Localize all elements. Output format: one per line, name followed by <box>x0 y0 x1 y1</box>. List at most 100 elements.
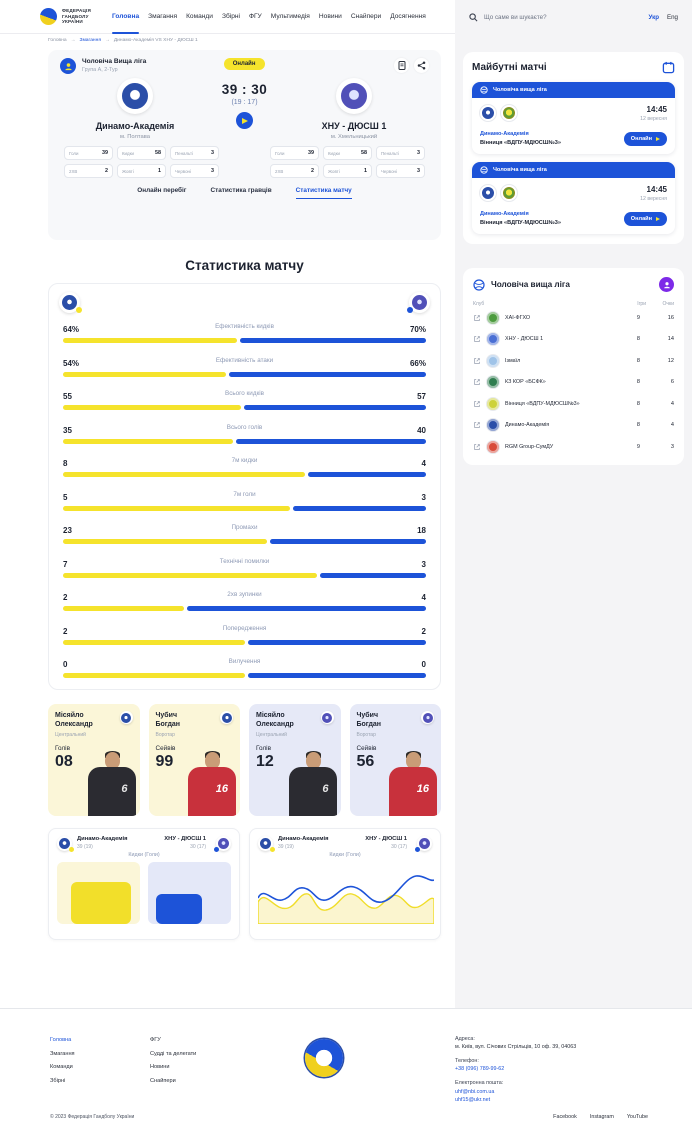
footer-link-national[interactable]: Збірні <box>50 1077 66 1084</box>
footer-link-fgu[interactable]: ФГУ <box>150 1037 161 1043</box>
upcoming-title: Майбутні матчі <box>472 62 547 73</box>
player-position: Центральний <box>55 732 86 739</box>
upcoming-team1[interactable]: Динамо-Академія <box>480 211 529 217</box>
chip-red-away: Червоні 3 <box>376 164 425 178</box>
protocol-button[interactable] <box>394 58 409 73</box>
footer-link-teams[interactable]: Команди <box>50 1064 73 1070</box>
handball-icon <box>480 86 488 94</box>
email-2[interactable]: uhf15@ukr.net <box>455 1096 491 1103</box>
nav-multimedia[interactable]: Мультимедія <box>270 13 310 20</box>
nav-competitions[interactable]: Змагання <box>148 13 178 20</box>
club-logo <box>487 419 499 432</box>
stat-row-technical-errors: 7 Технічні помилки 3 <box>63 558 426 578</box>
standings-row-5[interactable]: Вінниця «ВДПУ-МДЮСШ№3» 8 4 <box>473 393 674 415</box>
player-card-away-goalkeeper[interactable]: Чубич Богдан Воротар Сейвів 56 16 <box>349 704 441 816</box>
tab-match-stats[interactable]: Статистика матчу <box>295 187 352 199</box>
nav-home[interactable]: Головна <box>112 0 140 34</box>
footer-link-referees[interactable]: Судді та делегати <box>150 1050 197 1057</box>
player-card-home-field[interactable]: Місяйло Олександр Центральний Голів 08 6 <box>48 704 140 816</box>
external-link-icon[interactable] <box>473 421 481 429</box>
chart-header: Динамо-Академія 39 (19) ХНУ - ДЮСШ 1 30 (1… <box>258 836 432 852</box>
footer-nav-col1: Головна Змагання Команди Збірні <box>50 1037 75 1084</box>
email-1[interactable]: uhf@nbi.com.ua <box>455 1088 495 1095</box>
tab-online-feed[interactable]: Онлайн перебіг <box>137 187 187 194</box>
vinnytsia-logo <box>501 185 517 201</box>
chip-goals-home: Голи 39 <box>64 146 113 160</box>
facebook-link[interactable]: Facebook <box>553 1114 577 1120</box>
footer-link-news[interactable]: Новини <box>150 1064 170 1070</box>
breadcrumb-home[interactable]: Головна <box>48 38 67 43</box>
footer-link-home[interactable]: Головна <box>50 1037 72 1043</box>
external-link-icon[interactable] <box>473 400 481 408</box>
lang-ukr[interactable]: Укр <box>648 13 659 21</box>
phone-value[interactable]: +38 (096) 789-99-62 <box>455 1066 505 1073</box>
standings-row-4[interactable]: КЗ КОР «БСФК» 8 6 <box>473 372 674 394</box>
footer-link-snipers[interactable]: Снайпери <box>150 1077 176 1084</box>
player-team-logo <box>220 711 233 724</box>
shots-bar-chart-card: Динамо-Академія 39 (19) ХНУ - ДЮСШ 1 30 (1… <box>48 828 240 940</box>
chip-yellow-away: Жовті 1 <box>323 164 372 178</box>
play-icon <box>242 117 248 124</box>
upcoming-team2[interactable]: Вінниця «ВДПУ-МДЮСШ№3» <box>480 220 561 226</box>
player-card-home-goalkeeper[interactable]: Чубич Богдан Воротар Сейвів 99 16 <box>148 704 240 816</box>
player-card-away-field[interactable]: Місяйло Олександр Центральний Голів 12 6 <box>249 704 341 816</box>
upcoming-team1[interactable]: Динамо-Академія <box>480 131 529 137</box>
nav-fgu[interactable]: ФГУ <box>248 13 262 20</box>
share-button[interactable] <box>414 58 429 73</box>
player-photo: 6 <box>287 751 339 816</box>
footer-federation-logo <box>305 1039 343 1077</box>
player-position: Центральний <box>256 732 287 739</box>
upcoming-league: Чоловіча вища ліга <box>493 167 547 173</box>
external-link-icon[interactable] <box>473 357 481 365</box>
breadcrumb-competitions[interactable]: Змагання <box>79 38 101 43</box>
team-stat-chips: Голи 39 Кидки 58 Пенальті 3 2ХВ 2 Жовті 1 Чер… <box>60 146 429 178</box>
match-date: 12 вересня <box>640 196 667 202</box>
chart-label: Кидки (Голи) <box>128 852 160 858</box>
nav-teams[interactable]: Команди <box>186 13 213 20</box>
calendar-icon[interactable] <box>662 61 675 74</box>
external-link-icon[interactable] <box>473 314 481 322</box>
standings-row-7[interactable]: RGM Group-СумДУ 9 3 <box>473 436 674 458</box>
external-link-icon[interactable] <box>473 335 481 343</box>
stat-rows: 64% Ефективність кидків 70% 54% Ефективніст… <box>63 323 426 678</box>
line-chart-svg <box>258 875 434 924</box>
nav-snipers[interactable]: Снайпери <box>350 13 382 20</box>
breadcrumb-separator: → <box>104 38 110 43</box>
halftime-score: (19 : 17) <box>231 99 258 106</box>
external-link-icon[interactable] <box>473 443 481 451</box>
youtube-link[interactable]: YouTube <box>626 1114 648 1120</box>
tab-player-stats[interactable]: Статистика гравців <box>210 187 272 194</box>
search-input[interactable] <box>484 13 643 21</box>
address-value: м. Київ, вул. Січових Стрільців, 10 оф. … <box>455 1044 577 1051</box>
standings-row-1[interactable]: ХАІ-ФГХО 9 16 <box>473 307 674 329</box>
site-logo[interactable]: ФЕДЕРАЦІЯ ГАНДБОЛУ УКРАЇНИ <box>40 8 96 25</box>
standings-card: Чоловіча вища ліга Клуб Ігри Очки ХАІ-ФГ… <box>463 268 684 465</box>
top-header: ФЕДЕРАЦІЯ ГАНДБОЛУ УКРАЇНИ Головна Змага… <box>0 0 455 34</box>
dynamo-logo <box>480 185 496 201</box>
upcoming-match-2[interactable]: Чоловіча вища ліга 14:45 12 вересня Дина… <box>472 162 675 234</box>
online-button[interactable]: Онлайн <box>623 131 667 146</box>
stats-home-logo <box>59 292 82 313</box>
footer-link-competitions[interactable]: Змагання <box>50 1050 75 1057</box>
external-link-icon[interactable] <box>473 378 481 386</box>
online-badge: Онлайн <box>223 58 265 70</box>
footer-socials: Facebook Instagram YouTube <box>553 1114 648 1120</box>
nav-news[interactable]: Новини <box>318 13 342 20</box>
club-logo <box>487 397 499 410</box>
home-team-block[interactable]: Динамо-Академія м. Полтава <box>60 78 210 140</box>
upcoming-match-1[interactable]: Чоловіча вища ліга 14:45 12 вересня Дина… <box>472 82 675 154</box>
lang-eng[interactable]: Eng <box>666 13 678 21</box>
upcoming-team2[interactable]: Вінниця «ВДПУ-МДЮСШ№3» <box>480 140 561 146</box>
standings-row-3[interactable]: Ізмаїл 8 12 <box>473 350 674 372</box>
online-button[interactable]: Онлайн <box>623 211 667 226</box>
standings-user-button[interactable] <box>659 277 674 292</box>
standings-row-2[interactable]: ХНУ - ДЮСШ 1 8 14 <box>473 329 674 351</box>
watch-button[interactable] <box>236 112 253 129</box>
standings-columns: Клуб Ігри Очки <box>473 301 674 307</box>
nav-national-teams[interactable]: Збірні <box>221 13 240 20</box>
instagram-link[interactable]: Instagram <box>589 1114 614 1120</box>
nav-achievements[interactable]: Досягнення <box>390 13 426 20</box>
standings-row-6[interactable]: Динамо-Академія 8 4 <box>473 415 674 437</box>
stats-section-title: Статистика матчу <box>185 258 304 273</box>
away-team-block[interactable]: ХНУ - ДЮСШ 1 м. Хмельницький <box>279 78 429 140</box>
